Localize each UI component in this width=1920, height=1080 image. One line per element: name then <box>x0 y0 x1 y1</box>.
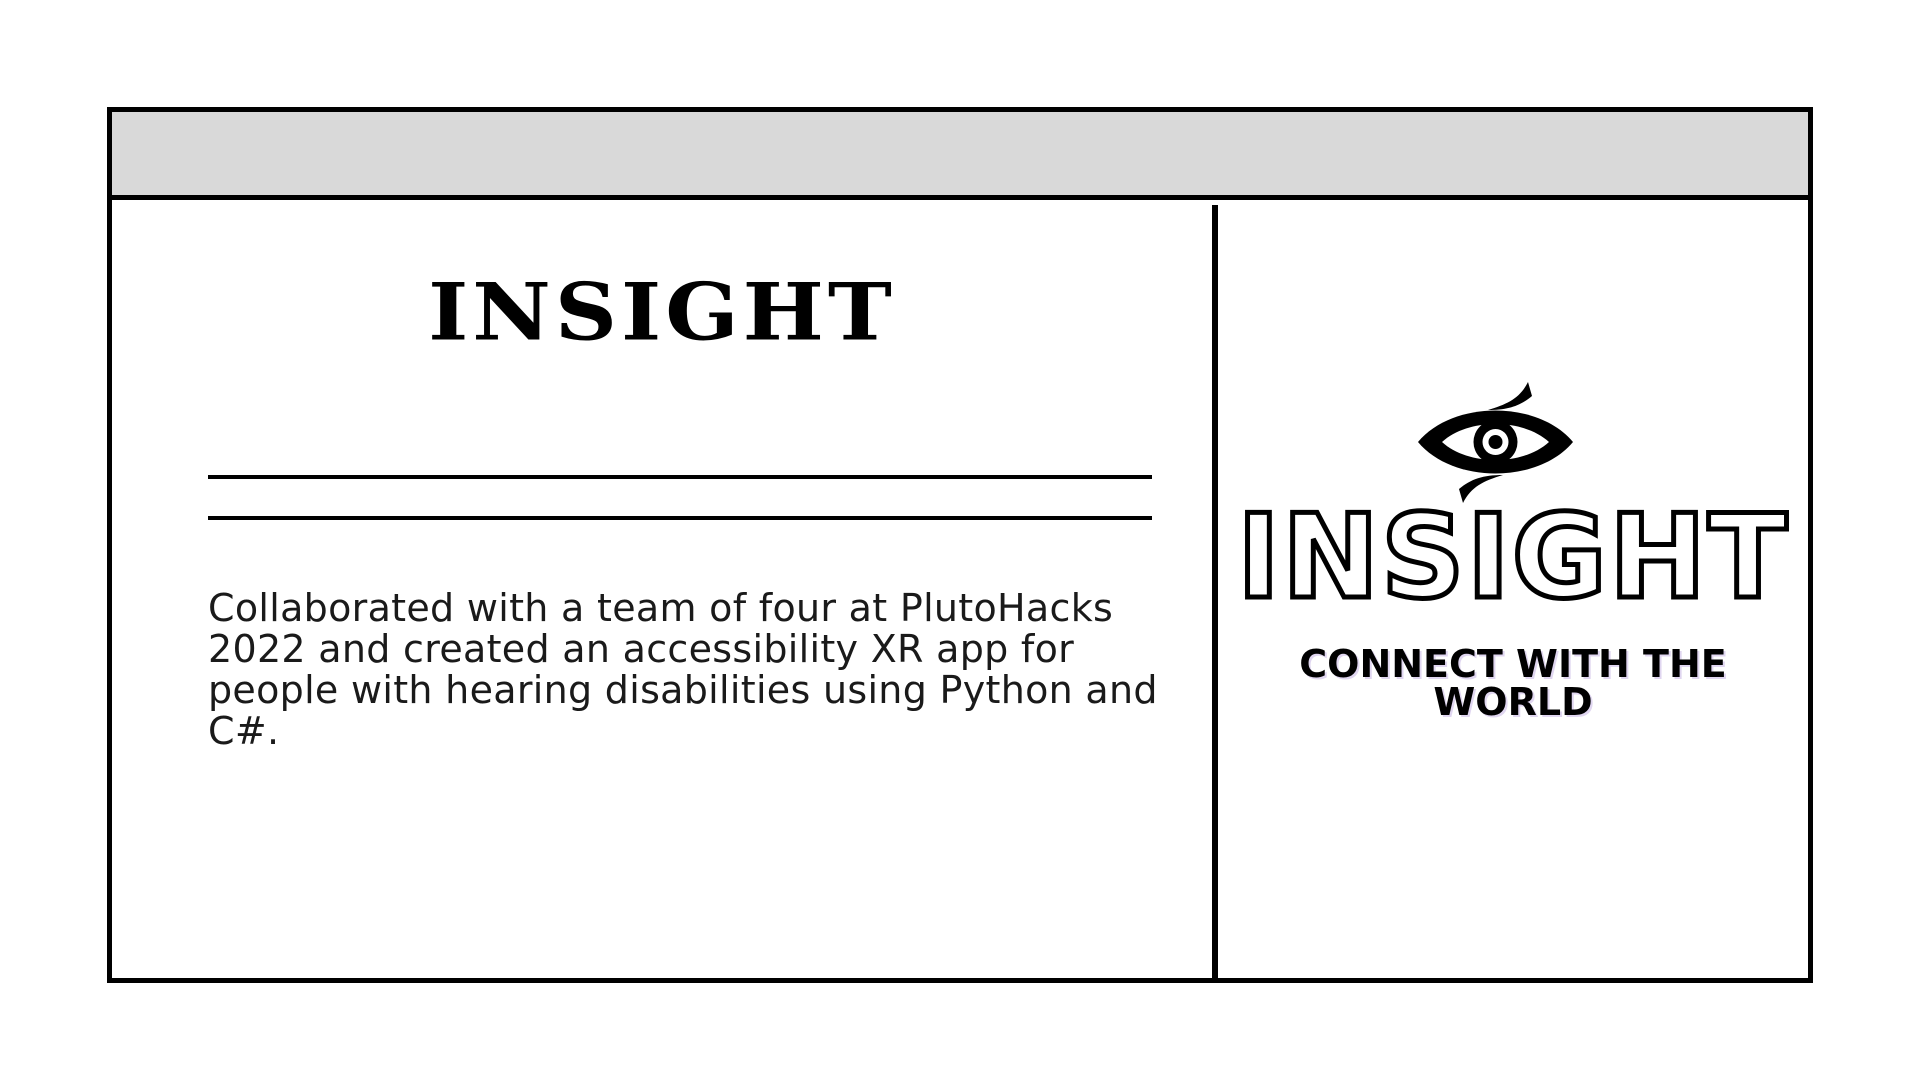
project-info-panel: INSIGHT Collaborated with a team of four… <box>112 200 1212 978</box>
logo-tagline: CONNECT WITH THE WORLD <box>1299 642 1727 724</box>
project-description: Collaborated with a team of four at Plut… <box>208 586 1158 753</box>
project-title: INSIGHT <box>428 266 896 359</box>
panel-divider <box>1212 205 1218 978</box>
project-card: INSIGHT Collaborated with a team of four… <box>107 107 1813 983</box>
title-divider-top <box>208 475 1152 479</box>
logo-wordmark: INSIGHT <box>1234 490 1790 625</box>
logo-panel: INSIGHT CONNECT WITH THE WORLD <box>1218 200 1808 978</box>
title-divider-bottom <box>208 516 1152 520</box>
eye-icon <box>1418 382 1573 503</box>
insight-logo: INSIGHT CONNECT WITH THE WORLD <box>1218 200 1808 978</box>
window-title-bar <box>112 112 1808 200</box>
